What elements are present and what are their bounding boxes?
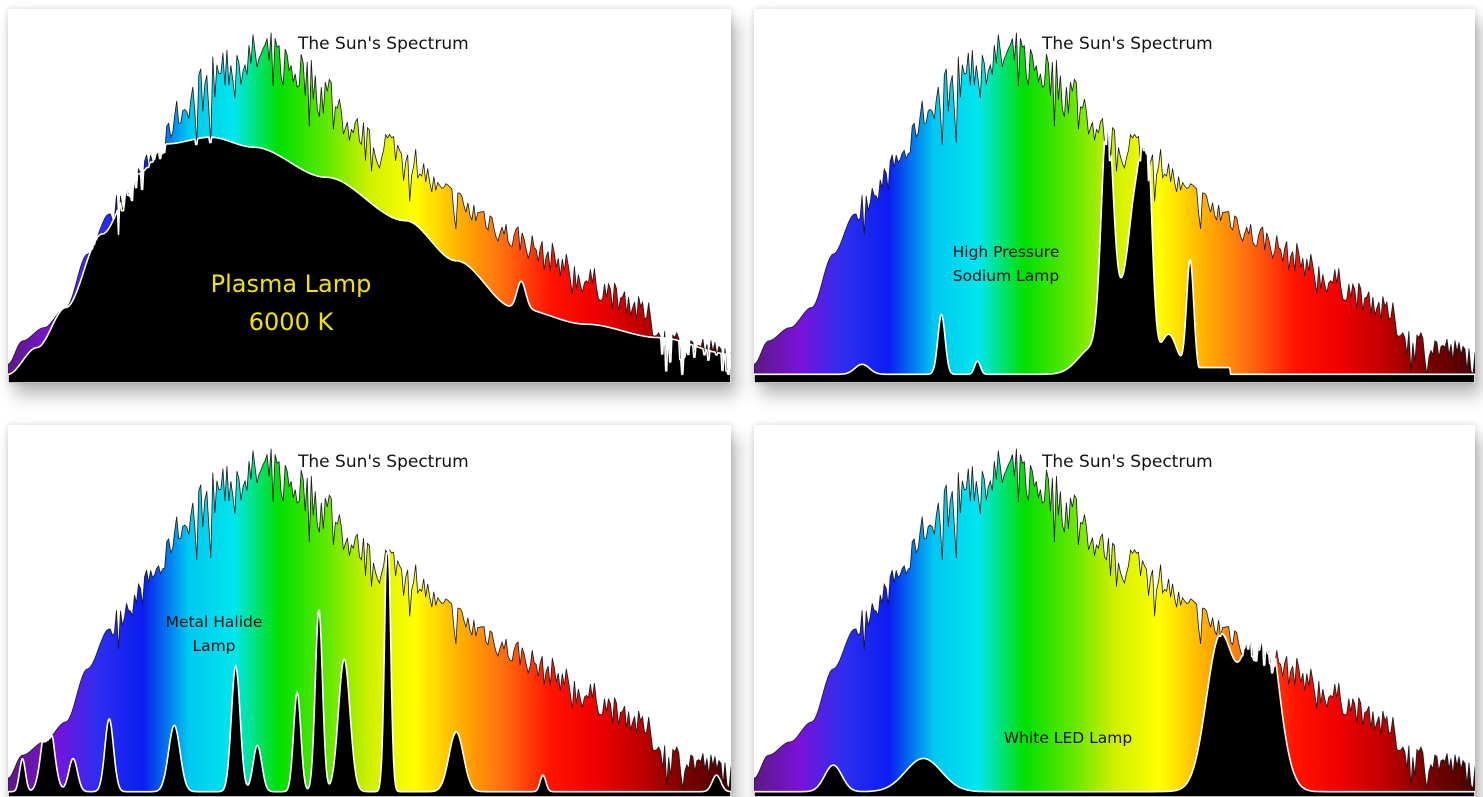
spectrum-chart-plasma: The Sun's Spectrum Plasma Lamp 6000 K	[8, 32, 731, 383]
lamp-spectrum-area	[754, 121, 1475, 383]
lamp-label-line-2: 6000 K	[249, 308, 335, 336]
chart-title: The Sun's Spectrum	[1041, 452, 1213, 472]
lamp-label-line-1: Metal Halide	[166, 613, 263, 631]
chart-title: The Sun's Spectrum	[297, 34, 469, 54]
chart-title: The Sun's Spectrum	[297, 452, 469, 472]
chart-panel-plasma: The Sun's Spectrum Plasma Lamp 6000 K	[8, 9, 731, 383]
lamp-label-line-2: Lamp	[192, 637, 235, 655]
sun-spectrum-area	[8, 448, 731, 796]
spectrum-chart-metal-halide: The Sun's Spectrum Metal Halide Lamp	[8, 448, 731, 797]
lamp-spectrum-area	[754, 632, 1475, 797]
spectrum-chart-sodium: The Sun's Spectrum High Pressure Sodium …	[754, 32, 1475, 383]
lamp-label-line-1: Plasma Lamp	[211, 270, 372, 298]
chart-panel-metal-halide: The Sun's Spectrum Metal Halide Lamp	[8, 425, 731, 797]
lamp-label-line-2: Sodium Lamp	[953, 267, 1059, 285]
spectrum-chart-white-led: The Sun's Spectrum White LED Lamp	[754, 448, 1475, 797]
chart-panel-sodium: The Sun's Spectrum High Pressure Sodium …	[754, 9, 1475, 383]
chart-title: The Sun's Spectrum	[1041, 34, 1213, 54]
lamp-label-line-1: High Pressure	[953, 243, 1060, 261]
sun-spectrum-area	[754, 448, 1475, 796]
lamp-spectrum-area	[8, 136, 731, 383]
lamp-label-line-1: White LED Lamp	[1004, 729, 1132, 747]
chart-panel-white-led: The Sun's Spectrum White LED Lamp	[754, 425, 1475, 797]
lamp-spectrum-area	[8, 549, 731, 797]
